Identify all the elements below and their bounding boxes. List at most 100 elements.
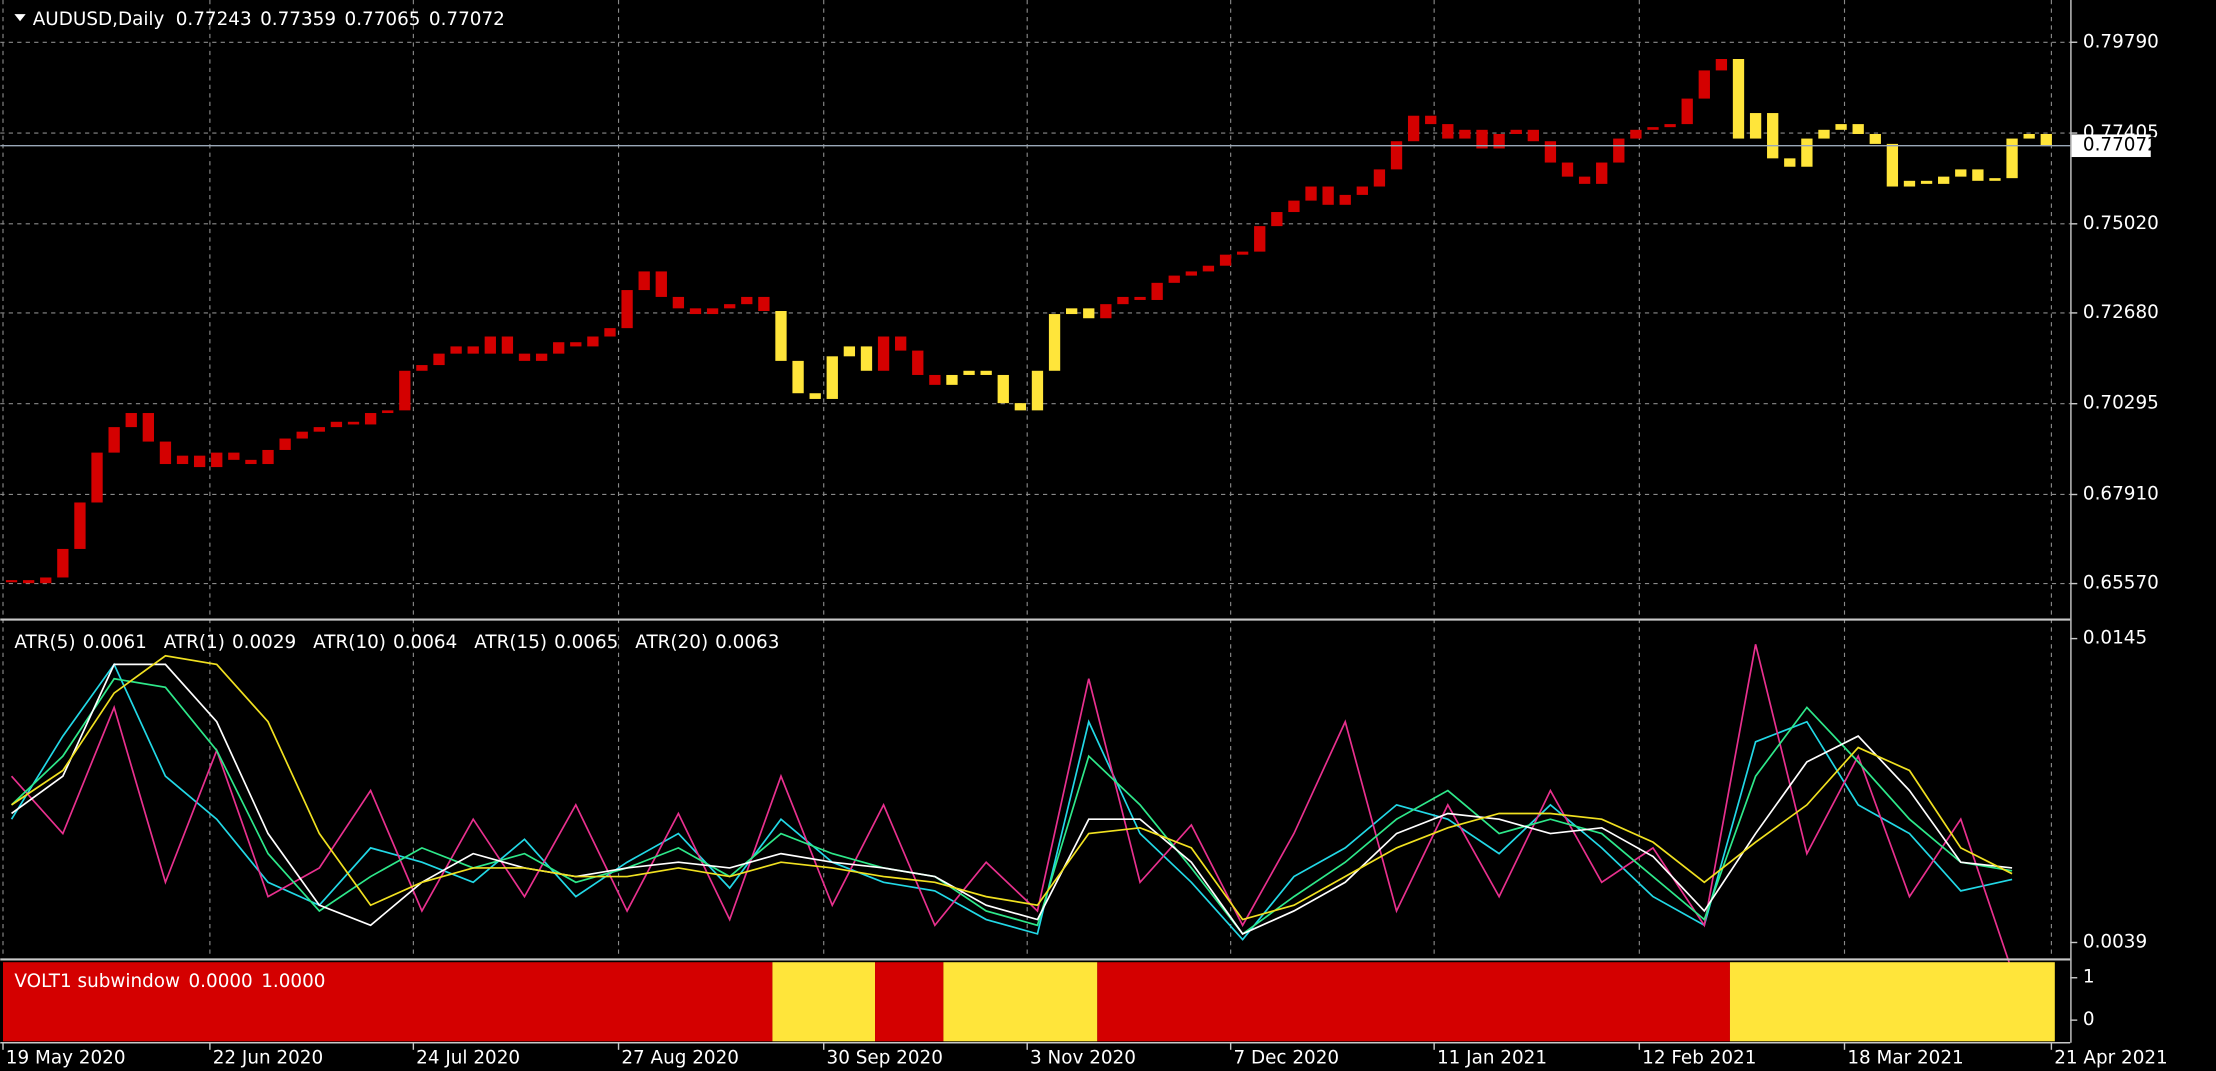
candle <box>364 413 377 425</box>
candle <box>1493 133 1505 149</box>
x-tick-label: 24 Jul 2020 <box>416 1047 520 1068</box>
legend-value: 0.0064 <box>393 632 457 653</box>
candle <box>929 374 941 385</box>
legend-name: ATR(20) <box>635 632 708 653</box>
candle <box>1886 143 1899 187</box>
candle <box>1972 169 1984 181</box>
candle <box>1818 129 1830 139</box>
candle <box>1066 308 1078 315</box>
candle <box>1613 138 1625 163</box>
candle <box>279 438 291 450</box>
y-tick-label: 1 <box>2083 967 2095 988</box>
x-tick-label: 19 May 2020 <box>6 1047 126 1068</box>
volt-segment <box>875 962 944 1042</box>
candle <box>176 455 189 465</box>
candle <box>758 296 770 312</box>
marks-layer <box>0 59 2071 1042</box>
candle <box>1048 314 1061 371</box>
candle <box>912 350 924 375</box>
close-price: 0.77072 <box>429 9 505 30</box>
legend-value: 0.0029 <box>232 632 296 653</box>
y-tick-label: 0.79790 <box>2083 31 2159 52</box>
candle <box>1596 162 1608 184</box>
candle <box>347 421 360 425</box>
candle <box>826 356 838 399</box>
candle <box>1151 282 1163 300</box>
volt-readout: 1.0000 <box>261 971 325 992</box>
x-tick-label: 21 Apr 2021 <box>2054 1047 2168 1068</box>
candle <box>313 427 325 432</box>
candle <box>1561 162 1574 177</box>
candle <box>1014 403 1027 411</box>
y-tick-label: 0 <box>2083 1009 2095 1030</box>
candle <box>40 577 52 584</box>
atr-line <box>11 663 2013 935</box>
y-tick-label: 0.65570 <box>2083 573 2159 594</box>
candle <box>1698 70 1710 99</box>
candle <box>125 413 137 428</box>
candle <box>262 449 274 465</box>
frame-layer <box>0 0 2072 1044</box>
candle <box>1356 186 1368 195</box>
y-tick-label: 0.67910 <box>2083 483 2159 504</box>
candle <box>2023 133 2035 139</box>
symbol-title: AUDUSD,Daily <box>33 9 165 30</box>
candle <box>860 346 873 371</box>
candle <box>587 336 599 347</box>
candle <box>792 360 804 394</box>
candle <box>1784 158 1796 167</box>
candle <box>1578 176 1591 184</box>
volt-title: VOLT1 subwindow <box>14 971 180 992</box>
candle <box>1732 59 1745 139</box>
candle <box>1407 115 1420 142</box>
candle <box>843 346 856 357</box>
x-tick-label: 12 Feb 2021 <box>1642 1047 1756 1068</box>
candle <box>706 308 719 315</box>
candle <box>1031 370 1044 411</box>
candle <box>1801 138 1813 167</box>
candle <box>2006 138 2018 179</box>
candle <box>1168 275 1180 283</box>
y-tick-label: 0.72680 <box>2083 302 2159 323</box>
atr-line <box>10 644 2013 972</box>
volt-readout: 0.0000 <box>189 971 253 992</box>
candle <box>1117 296 1129 305</box>
candle <box>1219 254 1232 266</box>
candle <box>1202 265 1215 272</box>
candle <box>416 365 428 371</box>
candle <box>1767 113 1779 159</box>
candle <box>382 410 394 414</box>
candle <box>1715 59 1728 71</box>
candle <box>1339 194 1351 205</box>
candle <box>809 393 821 399</box>
candle <box>604 328 616 337</box>
candle <box>1083 308 1095 319</box>
candle <box>1134 296 1146 300</box>
candle <box>1869 133 1881 144</box>
legend-value: 0.0065 <box>554 632 618 653</box>
x-tick-label: 7 Dec 2020 <box>1233 1047 1339 1068</box>
candle <box>1527 129 1539 142</box>
atr-line <box>10 677 2013 936</box>
candle <box>1442 124 1454 139</box>
volt-segment <box>2 962 773 1042</box>
candle <box>1510 129 1522 134</box>
candle <box>980 370 992 375</box>
candle <box>433 353 445 366</box>
low-price: 0.77065 <box>345 9 421 30</box>
candle <box>1989 178 2001 181</box>
x-tick-label: 22 Jun 2020 <box>213 1047 323 1068</box>
candle <box>655 271 667 297</box>
candle <box>946 374 958 385</box>
candle <box>1938 176 1950 184</box>
candle <box>501 336 514 354</box>
candle <box>621 290 633 329</box>
candle <box>535 353 548 361</box>
current-price-box <box>2071 134 2151 158</box>
candle <box>997 374 1009 404</box>
legend-name: ATR(5) <box>14 632 75 653</box>
candle <box>399 370 411 411</box>
legend-name: ATR(10) <box>313 632 386 653</box>
volt-segment <box>943 962 1098 1042</box>
candle <box>1681 98 1693 125</box>
